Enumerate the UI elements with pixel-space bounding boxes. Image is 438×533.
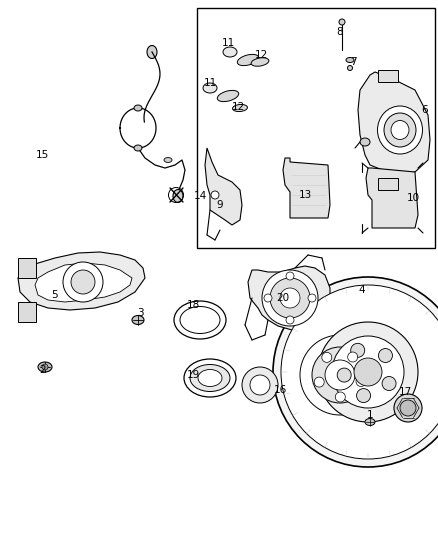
Circle shape [262,270,318,326]
Circle shape [332,336,404,408]
Text: 11: 11 [203,78,217,88]
Ellipse shape [237,54,259,66]
Circle shape [286,316,294,324]
Circle shape [71,270,95,294]
Text: 13: 13 [298,190,311,200]
Text: 17: 17 [399,387,412,397]
Text: 12: 12 [254,50,268,60]
Ellipse shape [339,19,345,25]
Polygon shape [18,252,145,310]
Ellipse shape [190,365,230,392]
Ellipse shape [360,138,370,146]
Ellipse shape [378,106,423,154]
Ellipse shape [347,66,353,70]
Circle shape [336,392,345,402]
Circle shape [270,278,310,318]
Circle shape [288,323,392,427]
Bar [18,302,36,322]
Text: 2: 2 [40,365,46,375]
Ellipse shape [217,91,239,102]
Ellipse shape [223,47,237,57]
Circle shape [325,360,355,390]
Circle shape [348,352,358,362]
Ellipse shape [132,316,144,325]
Polygon shape [35,263,132,302]
Ellipse shape [198,369,222,386]
Polygon shape [358,72,430,175]
Ellipse shape [147,45,157,59]
Circle shape [273,277,438,467]
Polygon shape [366,168,418,228]
Bar [18,258,36,278]
Circle shape [280,288,300,308]
Bar [378,178,398,190]
Ellipse shape [38,362,52,372]
Text: 14: 14 [193,191,207,201]
Circle shape [286,272,294,280]
Text: 16: 16 [273,385,286,395]
Ellipse shape [174,301,226,339]
Circle shape [378,349,392,362]
Ellipse shape [251,58,269,66]
Circle shape [337,368,351,382]
Ellipse shape [184,359,236,397]
Ellipse shape [346,58,354,62]
Ellipse shape [391,120,409,140]
Text: 6: 6 [422,105,428,115]
Circle shape [63,262,103,302]
Ellipse shape [173,190,183,203]
Circle shape [312,347,368,403]
Circle shape [318,322,418,422]
Ellipse shape [233,104,247,111]
Text: 4: 4 [359,285,365,295]
Text: 10: 10 [406,193,420,203]
Ellipse shape [203,83,217,93]
Circle shape [242,367,278,403]
Text: 11: 11 [221,38,235,48]
Circle shape [300,335,380,415]
Bar [378,70,398,82]
Text: 3: 3 [137,308,143,318]
Text: 7: 7 [350,57,356,67]
Polygon shape [248,266,330,330]
Circle shape [400,400,416,416]
Circle shape [42,364,48,370]
Circle shape [382,376,396,391]
Bar [197,8,435,248]
Text: 8: 8 [337,27,343,37]
Circle shape [264,294,272,302]
Circle shape [394,394,422,422]
Text: 12: 12 [231,102,245,112]
Ellipse shape [134,105,142,111]
Circle shape [314,377,324,387]
Text: 5: 5 [52,290,58,300]
Circle shape [211,191,219,199]
Ellipse shape [134,145,142,151]
Text: 19: 19 [187,370,200,380]
Text: 15: 15 [35,150,49,160]
Text: 9: 9 [217,200,223,210]
Circle shape [322,352,332,362]
Ellipse shape [164,157,172,163]
Circle shape [308,294,316,302]
Ellipse shape [180,306,220,334]
Text: 18: 18 [187,300,200,310]
Circle shape [351,343,365,357]
Circle shape [354,358,382,386]
Polygon shape [205,148,242,225]
Circle shape [356,376,366,386]
Text: 20: 20 [276,293,290,303]
Ellipse shape [365,418,375,425]
Text: 1: 1 [367,410,373,420]
Circle shape [357,389,371,402]
Ellipse shape [384,113,416,147]
Circle shape [250,375,270,395]
Polygon shape [283,158,330,218]
Circle shape [281,285,438,459]
